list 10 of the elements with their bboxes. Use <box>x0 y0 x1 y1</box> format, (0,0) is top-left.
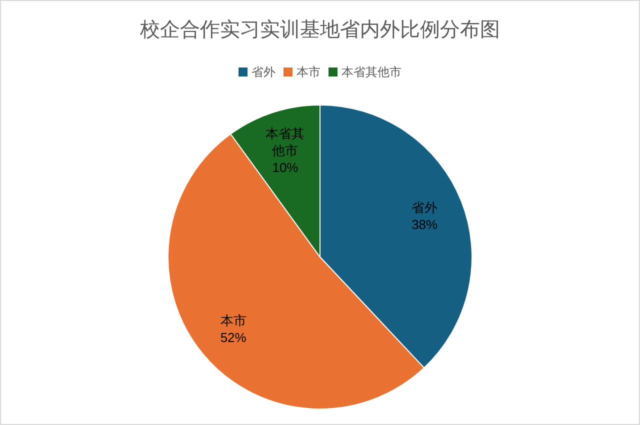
slice-label: 本省其他市 <box>264 124 306 159</box>
data-label: 10% <box>272 158 298 176</box>
slice-label: 本市 <box>220 312 246 329</box>
data-label: 52% <box>220 328 246 346</box>
legend-label: 本省其他市 <box>342 65 402 79</box>
legend-label: 本市 <box>296 65 320 79</box>
legend-label: 省外 <box>252 65 276 79</box>
data-label: 38% <box>412 216 438 233</box>
chart-title: 校企合作实习实训基地省内外比例分布图 <box>139 19 500 41</box>
slice-label: 省外 <box>412 198 438 216</box>
